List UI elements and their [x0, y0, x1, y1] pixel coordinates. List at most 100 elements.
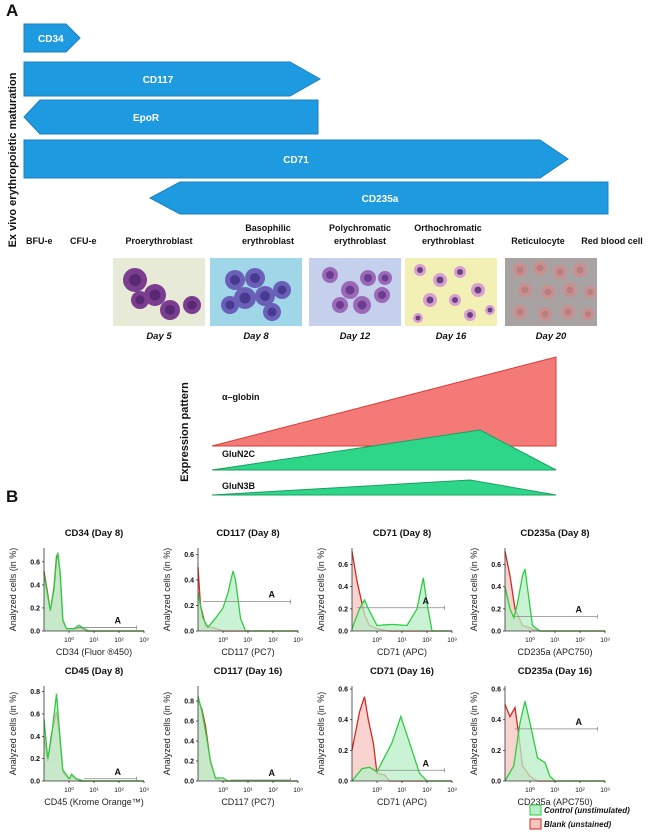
- x-axis-label: CD235a (APC750): [517, 797, 592, 807]
- marker-arrow-cd235a: CD235a: [148, 181, 609, 215]
- y-tick-label: 0.0: [30, 779, 40, 786]
- histogram-cd117-day-8-: CD117 (Day 8) Analyzed cells (in %) CD117 …: [162, 528, 304, 657]
- x-tick-label: 10³: [293, 637, 303, 644]
- cell-nucleus: [277, 285, 287, 295]
- histogram-cd45-day-8-: CD45 (Day 8) Analyzed cells (in %) CD45 (K…: [8, 666, 150, 807]
- y-tick-label: 0.0: [491, 629, 501, 636]
- y-axis-label: Analyzed cells (in %): [8, 548, 18, 632]
- cell-nucleus: [260, 291, 270, 301]
- cell-nucleus: [378, 291, 386, 299]
- cell-nucleus: [239, 292, 251, 304]
- cell-nucleus: [521, 286, 529, 294]
- x-tick-label: 10⁰: [372, 786, 382, 794]
- gate-label: A: [576, 605, 583, 615]
- x-tick-label: 10²: [422, 637, 432, 644]
- y-tick-label: 0.2: [30, 756, 40, 763]
- marker-arrow-cd117: CD117: [23, 61, 322, 97]
- control-line: [197, 570, 298, 632]
- cell-nucleus: [487, 307, 493, 313]
- chart-title: CD117 (Day 16): [214, 666, 283, 677]
- x-tick-label: 10¹: [550, 787, 560, 794]
- y-tick-label: 0.6: [30, 559, 40, 566]
- control-area: [505, 701, 605, 781]
- maturation-axis-label: Ex vivo erythropoietic maturation: [7, 72, 19, 247]
- cell-nucleus: [230, 275, 240, 285]
- alpha-globin-triangle: [211, 356, 557, 447]
- flow-histograms: CD34 (Day 8) Analyzed cells (in %) CD34 (F…: [8, 528, 611, 807]
- x-tick-label: 10²: [268, 637, 278, 644]
- x-tick-label: 10³: [600, 637, 610, 644]
- x-tick-label: 10³: [139, 787, 149, 794]
- glun3b-shape: [211, 479, 557, 496]
- y-axis-label: Analyzed cells (in %): [162, 548, 172, 632]
- cell-nucleus: [250, 273, 260, 283]
- marker-arrow-cd34: CD34: [23, 23, 81, 53]
- y-tick-label: 0.4: [491, 717, 501, 724]
- cell-nucleus: [541, 310, 549, 318]
- cell-nucleus: [225, 300, 235, 310]
- x-tick-label: 10³: [139, 637, 149, 644]
- y-tick-label: 0.0: [491, 779, 501, 786]
- chart-title: CD117 (Day 8): [216, 528, 279, 539]
- y-tick-label: 0.2: [491, 606, 501, 613]
- histogram-cd71-day-8-: CD71 (Day 8) Analyzed cells (in %) CD71 (A…: [316, 528, 458, 657]
- legend-swatch-blank: [529, 818, 542, 830]
- marker-label: CD34: [38, 34, 64, 45]
- x-axis-label: CD117 (PC7): [221, 647, 274, 657]
- control-area: [352, 716, 452, 781]
- day-label: Day 20: [536, 331, 567, 342]
- cell-nucleus: [576, 266, 584, 274]
- histogram-cd71-day-16-: CD71 (Day 16) Analyzed cells (in %) CD71 (…: [316, 666, 458, 807]
- x-axis-label: CD235a (APC750): [517, 647, 592, 657]
- stage-polychromatic: Polychromatic: [329, 223, 391, 233]
- y-tick-label: 0.4: [184, 577, 194, 584]
- cell-nucleus: [564, 308, 572, 316]
- y-tick-label: 0.6: [338, 562, 348, 569]
- control-area: [198, 571, 298, 631]
- stage-orthochromatic: Orthochromatic: [414, 223, 482, 233]
- micrograph: [505, 258, 597, 326]
- micrograph: [210, 258, 302, 326]
- control-area: [44, 693, 144, 781]
- micrograph: [405, 258, 497, 326]
- y-tick-label: 0.0: [338, 629, 348, 636]
- control-line: [43, 552, 144, 632]
- y-tick-label: 0.4: [184, 739, 194, 746]
- stage-orthochromatic-2: erythroblast: [422, 236, 474, 246]
- x-tick-label: 10⁰: [64, 636, 74, 644]
- x-tick-label: 10²: [114, 637, 124, 644]
- y-tick-label: 0.0: [184, 779, 194, 786]
- x-tick-label: 10⁰: [525, 786, 535, 794]
- control-area: [44, 552, 144, 631]
- control-line: [351, 714, 452, 782]
- x-axis-label: CD45 (Krome Orange™): [44, 797, 144, 807]
- gate-label: A: [576, 717, 583, 727]
- y-tick-label: 0.2: [30, 605, 40, 612]
- cell-nucleus: [516, 308, 524, 316]
- cell-nucleus: [467, 312, 473, 318]
- y-tick-label: 0.2: [338, 748, 348, 755]
- x-tick-label: 10⁰: [372, 636, 382, 644]
- stage-basophilic: Basophilic: [245, 223, 291, 233]
- legend-control: Control (unstimulated): [544, 806, 630, 815]
- control-area: [505, 569, 605, 631]
- y-tick-label: 0.8: [184, 699, 194, 706]
- histogram-cd235a-day-16-: CD235a (Day 16) Analyzed cells (in %) CD23…: [469, 666, 611, 807]
- cell-nucleus: [187, 300, 197, 310]
- control-area: [198, 696, 298, 781]
- histogram-cd117-day-16-: CD117 (Day 16) Analyzed cells (in %) CD117…: [162, 666, 304, 807]
- y-tick-label: 0.0: [338, 779, 348, 786]
- y-tick-label: 0.6: [491, 687, 501, 694]
- marker-label: CD117: [143, 75, 174, 86]
- panel-b-letter: B: [6, 487, 18, 506]
- gate-label: A: [423, 596, 430, 606]
- stage-proerythroblast: Proerythroblast: [125, 236, 192, 246]
- control-line: [197, 695, 298, 782]
- control-line: [43, 693, 144, 782]
- cell-nucleus: [436, 276, 444, 284]
- y-tick-label: 0.0: [30, 629, 40, 636]
- x-tick-label: 10²: [268, 787, 278, 794]
- cell-nucleus: [585, 311, 591, 317]
- day-label: Day 16: [436, 331, 467, 342]
